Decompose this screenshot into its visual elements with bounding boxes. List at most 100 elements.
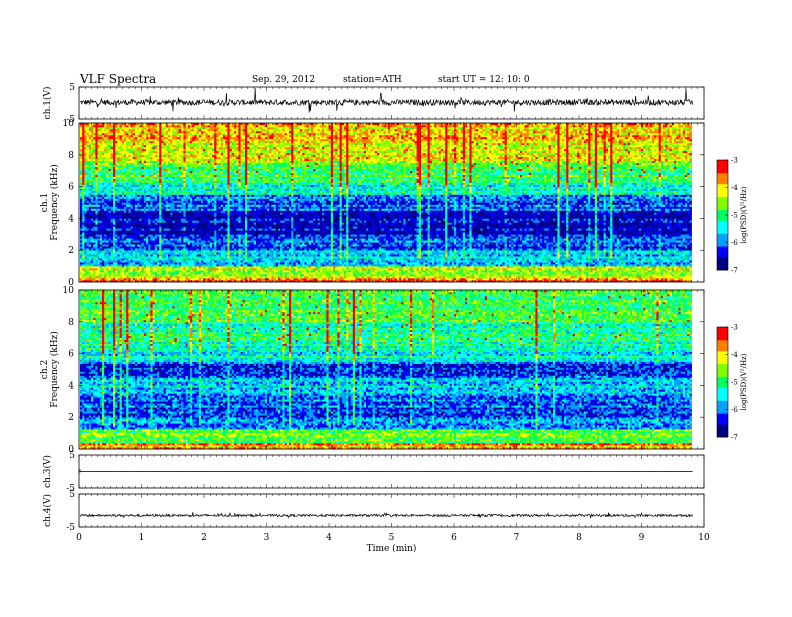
spectrogram-cell (199, 264, 202, 266)
spectrogram-cell (166, 218, 169, 220)
spectrogram-cell (148, 189, 151, 191)
spectrogram-cell (150, 260, 153, 262)
spectrogram-cell (128, 224, 131, 226)
spectrogram-cell (153, 133, 156, 135)
spectrogram-cell (148, 226, 151, 228)
spectrogram-cell (164, 185, 167, 187)
spectrogram-cell (183, 256, 186, 258)
spectrogram-cell (157, 187, 160, 189)
spectrogram-cell (133, 238, 136, 240)
spectrogram-cell (186, 201, 189, 203)
spectrogram-cell (183, 203, 186, 205)
spectrogram-cell (148, 230, 151, 232)
spectrogram-cell (148, 266, 151, 268)
spectrogram-cell (144, 246, 147, 248)
spectrogram-cell (175, 272, 178, 274)
spectrogram-cell (199, 234, 202, 236)
spectrogram-cell (161, 203, 164, 205)
spectrogram-cell (137, 260, 140, 262)
spectrogram-cell (109, 256, 112, 258)
spectrogram-cell (135, 135, 138, 137)
spectrogram-cell (146, 183, 149, 185)
spectrogram-cell (183, 260, 186, 262)
spectrogram-cell (192, 127, 195, 129)
spectrogram-cell (91, 147, 94, 149)
spectrogram-cell (137, 157, 140, 159)
spectrogram-cell (148, 240, 151, 242)
spectrogram-cell (144, 242, 147, 244)
spectrogram-cell (210, 268, 213, 270)
spectrogram-cell (186, 234, 189, 236)
spectrogram-cell (87, 135, 90, 137)
spectrogram-cell (153, 270, 156, 272)
spectrogram-cell (144, 272, 147, 274)
spectrogram-cell (95, 214, 98, 216)
spectrogram-cell (168, 175, 171, 177)
spectrogram-cell (157, 147, 160, 149)
spectrogram-cell (205, 248, 208, 250)
spectrogram-cell (104, 153, 107, 155)
spectrogram-cell (172, 175, 175, 177)
spectrogram-cell (166, 220, 169, 222)
spectrogram-cell (172, 260, 175, 262)
spectrogram-cell (186, 133, 189, 135)
spectrogram-cell (153, 147, 156, 149)
spectrogram-cell (113, 224, 116, 226)
spectrogram-cell (84, 226, 87, 228)
spectrogram-cell (109, 262, 112, 264)
spectrogram-cell (168, 264, 171, 266)
spectrogram-cell (142, 157, 145, 159)
spectrogram-cell (106, 125, 109, 127)
spectrogram-cell (159, 167, 162, 169)
spectrogram-cell (179, 240, 182, 242)
spectrogram-cell (102, 276, 105, 278)
spectrogram-cell (98, 189, 101, 191)
spectrogram-cell (161, 234, 164, 236)
spectrogram-cell (164, 230, 167, 232)
spectrogram-cell (89, 125, 92, 127)
spectrogram-cell (159, 193, 162, 195)
spectrogram-cell (172, 179, 175, 181)
spectrogram-cell (109, 193, 112, 195)
spectrogram-cell (153, 234, 156, 236)
spectrogram-cell (168, 222, 171, 224)
spectrogram-cell (153, 145, 156, 147)
spectrogram-cell (111, 147, 114, 149)
spectrogram-cell (210, 201, 213, 203)
spectrogram-cell (124, 242, 127, 244)
spectrogram-cell (172, 208, 175, 210)
spectrogram-cell (80, 159, 83, 161)
spectrogram-cell (89, 224, 92, 226)
spectrogram-cell (100, 193, 103, 195)
spectrogram-cell (120, 163, 123, 165)
spectrogram-cell (161, 256, 164, 258)
spectrogram-cell (192, 210, 195, 212)
spectrogram-cell (126, 125, 129, 127)
spectrogram-cell (170, 232, 173, 234)
spectrogram-cell (80, 155, 83, 157)
spectrogram-cell (203, 228, 206, 230)
spectrogram-cell (91, 155, 94, 157)
spectrogram-cell (170, 256, 173, 258)
spectrogram-cell (194, 220, 197, 222)
spectrogram-cell (89, 254, 92, 256)
spectrogram-cell (168, 181, 171, 183)
spectrogram-cell (133, 201, 136, 203)
spectrogram-cell (106, 270, 109, 272)
spectrogram-cell (179, 155, 182, 157)
spectrogram-cell (172, 222, 175, 224)
spectrogram-cell (93, 147, 96, 149)
spectrogram-cell (144, 147, 147, 149)
spectrogram-cell (87, 248, 90, 250)
spectrogram-cell (124, 272, 127, 274)
spectrogram-cell (126, 185, 129, 187)
spectrogram-cell (205, 147, 208, 149)
spectrogram-cell (98, 238, 101, 240)
spectrogram-cell (168, 191, 171, 193)
spectrogram-cell (150, 278, 153, 280)
spectrogram-cell (183, 210, 186, 212)
spectrogram-cell (137, 230, 140, 232)
spectrogram-cell (126, 206, 129, 208)
spectrogram-cell (115, 185, 118, 187)
spectrogram-cell (84, 183, 87, 185)
